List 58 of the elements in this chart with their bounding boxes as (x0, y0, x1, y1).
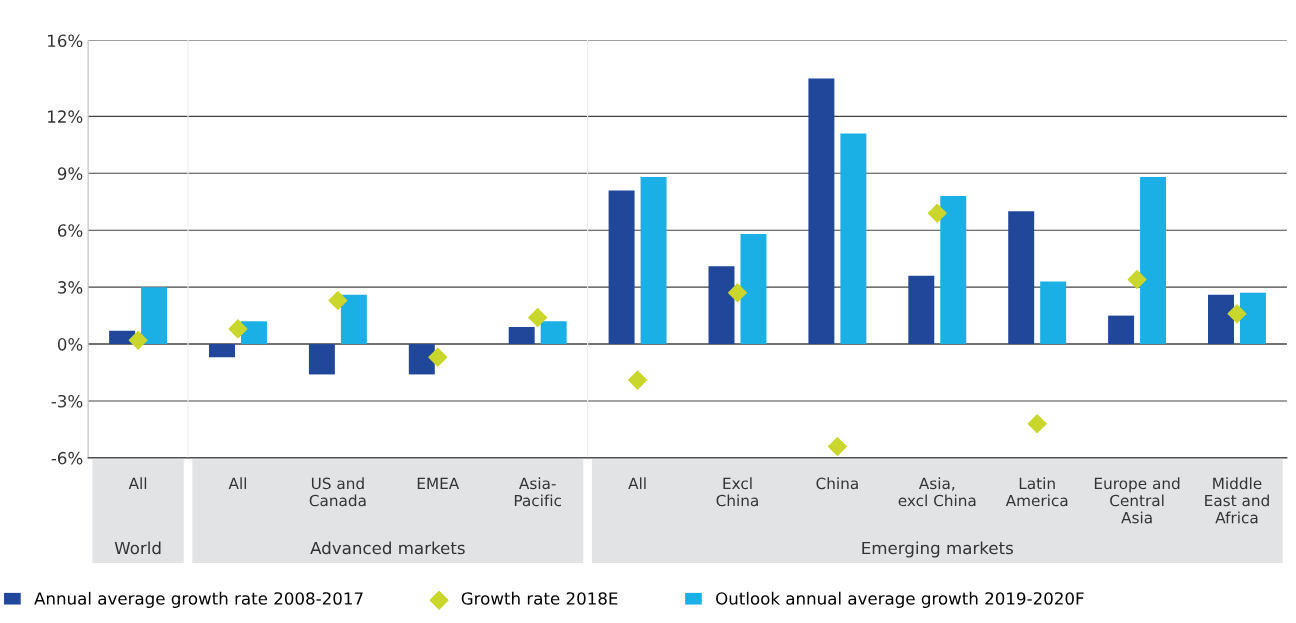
point (528, 308, 548, 327)
bar (840, 133, 867, 345)
y-tick-label: 16% (48, 34, 83, 48)
bar (940, 196, 967, 345)
legend-label: Annual average growth rate 2008-2017 (34, 591, 363, 608)
x-tick-label: All (228, 477, 247, 489)
bar (340, 294, 367, 345)
point (727, 283, 747, 303)
x-tick-label: Europe and Central Asia (1094, 477, 1180, 524)
point (1227, 304, 1247, 324)
y-tick-label: 0% (57, 338, 83, 351)
x-tick-label: Middle East and Africa (1205, 477, 1269, 524)
bar (209, 344, 235, 358)
bar (608, 190, 635, 345)
x-axis-title: Emerging markets (862, 541, 1013, 558)
point (228, 319, 248, 339)
x-tick-label: Asia, excl China (898, 477, 976, 507)
legend-label: Growth rate 2018E (461, 591, 618, 605)
point (827, 437, 847, 456)
point (328, 290, 348, 310)
y-tick-label: -3% (51, 394, 83, 408)
bar (1140, 177, 1167, 345)
bar (408, 344, 435, 375)
x-axis-title: Advanced markets (310, 541, 465, 555)
bar (508, 326, 535, 345)
bar (708, 266, 735, 345)
bar (1208, 294, 1234, 345)
bar (240, 321, 267, 345)
x-tick-label: Asia- Pacific (514, 477, 562, 507)
y-tick-label: 9% (57, 167, 83, 180)
legend-label: Outlook annual average growth 2019-2020F (716, 591, 1084, 608)
bar (1239, 292, 1266, 345)
point (1027, 414, 1047, 434)
x-tick-label: EMEA (417, 477, 460, 489)
bar (1008, 211, 1035, 345)
point (927, 203, 947, 223)
x-axis-title: World (114, 541, 161, 555)
bar (740, 234, 767, 345)
x-tick-label: China (816, 477, 858, 490)
bar (1040, 281, 1067, 345)
y-tick-label: 3% (58, 281, 83, 294)
bar (640, 177, 667, 345)
x-tick-label: Excl China (716, 477, 758, 507)
x-tick-label: Latin America (1005, 477, 1068, 507)
bar (908, 275, 935, 345)
y-tick-label: -6% (51, 451, 83, 465)
y-tick-label: 12% (48, 110, 83, 123)
bar (540, 321, 567, 345)
bar (1108, 315, 1135, 345)
x-tick-label: US and Canada (309, 477, 366, 507)
bar (308, 344, 335, 375)
point (628, 370, 648, 390)
point (428, 347, 448, 367)
bar (808, 78, 835, 345)
y-tick-label: 6% (57, 224, 83, 237)
point (1127, 270, 1147, 290)
x-tick-label: All (128, 477, 147, 489)
x-tick-label: All (628, 477, 646, 489)
